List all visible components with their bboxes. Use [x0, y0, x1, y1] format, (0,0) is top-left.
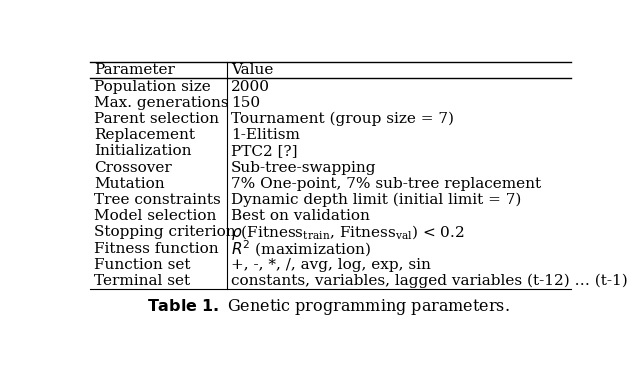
Text: PTC2 [?]: PTC2 [?]: [231, 144, 298, 158]
Text: 7% One-point, 7% sub-tree replacement: 7% One-point, 7% sub-tree replacement: [231, 177, 541, 191]
Text: Value: Value: [231, 63, 273, 77]
Text: Stopping criterion: Stopping criterion: [94, 225, 236, 239]
Text: Fitness function: Fitness function: [94, 242, 218, 255]
Text: Dynamic depth limit (initial limit = 7): Dynamic depth limit (initial limit = 7): [231, 193, 522, 207]
Text: constants, variables, lagged variables (t-12) … (t-1): constants, variables, lagged variables (…: [231, 274, 628, 288]
Text: 150: 150: [231, 96, 260, 110]
Text: $\rho$(Fitness$_{\mathregular{train}}$, Fitness$_{\mathregular{val}}$) < 0.2: $\rho$(Fitness$_{\mathregular{train}}$, …: [231, 223, 465, 242]
Text: Terminal set: Terminal set: [94, 274, 190, 288]
Text: $R^2$ (maximization): $R^2$ (maximization): [231, 238, 371, 259]
Text: 2000: 2000: [231, 79, 270, 94]
Text: Model selection: Model selection: [94, 209, 216, 223]
Text: Parent selection: Parent selection: [94, 112, 219, 126]
Text: Max. generations: Max. generations: [94, 96, 228, 110]
Text: Best on validation: Best on validation: [231, 209, 370, 223]
Text: 1-Elitism: 1-Elitism: [231, 128, 300, 142]
Text: Tree constraints: Tree constraints: [94, 193, 221, 207]
Text: Mutation: Mutation: [94, 177, 164, 191]
Text: Sub-tree-swapping: Sub-tree-swapping: [231, 161, 376, 175]
Text: Crossover: Crossover: [94, 161, 172, 175]
Text: Initialization: Initialization: [94, 144, 191, 158]
Text: Population size: Population size: [94, 79, 211, 94]
Text: $\mathbf{Table\ 1.}$ Genetic programming parameters.: $\mathbf{Table\ 1.}$ Genetic programming…: [147, 298, 509, 317]
Text: Replacement: Replacement: [94, 128, 195, 142]
Text: Tournament (group size = 7): Tournament (group size = 7): [231, 112, 454, 126]
Text: Function set: Function set: [94, 258, 190, 272]
Text: Parameter: Parameter: [94, 63, 175, 77]
Text: +, -, *, /, avg, log, exp, sin: +, -, *, /, avg, log, exp, sin: [231, 258, 431, 272]
